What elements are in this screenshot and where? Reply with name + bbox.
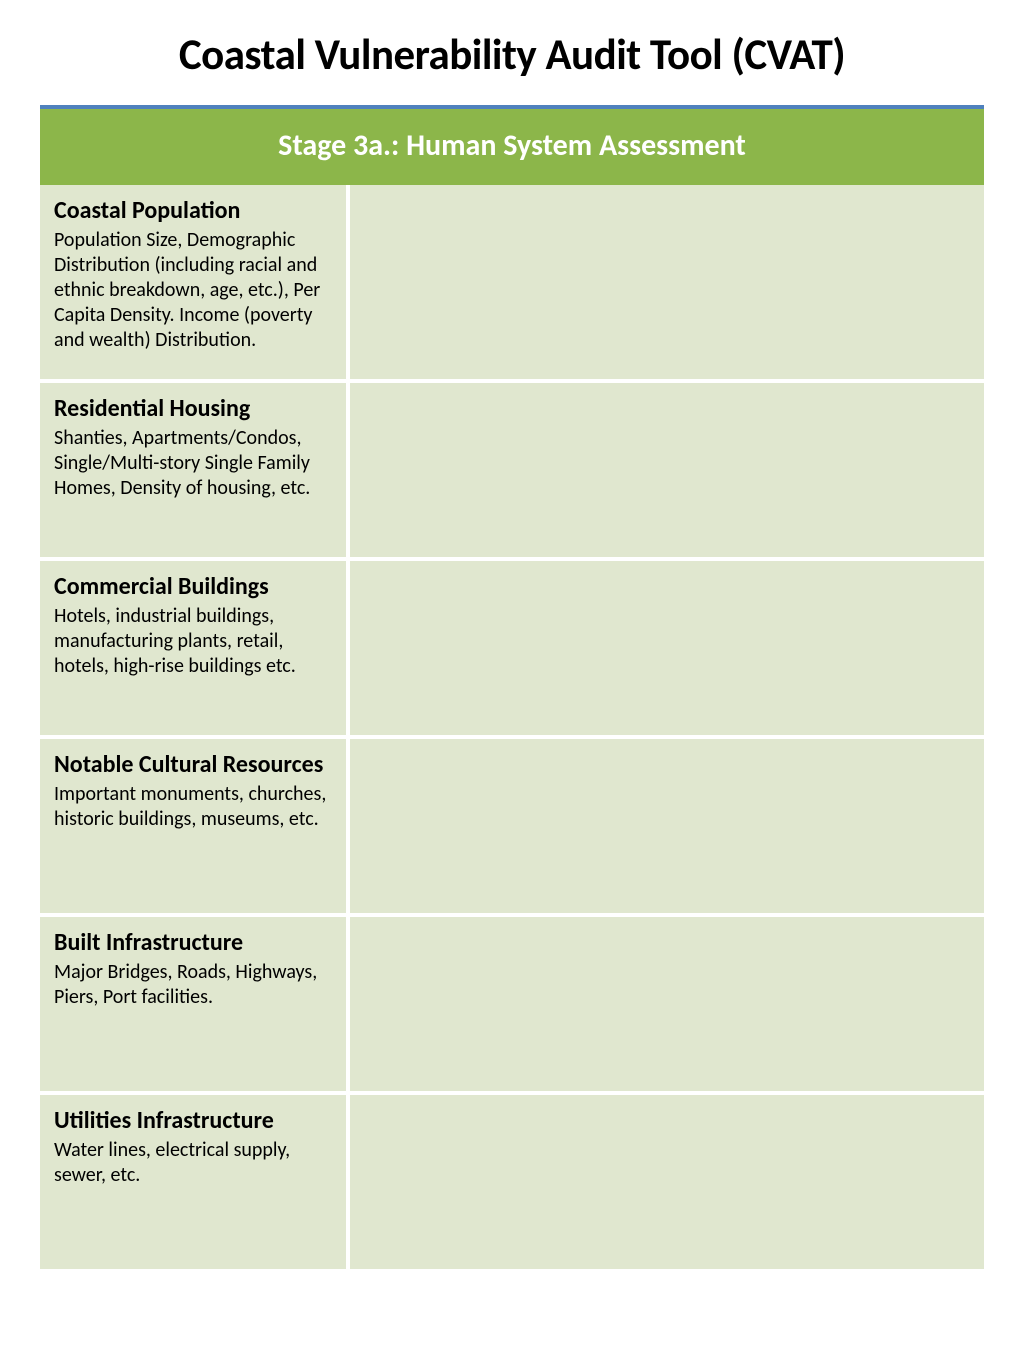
row-description: Major Bridges, Roads, Highways, Piers, P… [54,960,332,1010]
table-header-row: Stage 3a.: Human System Assessment [40,105,984,185]
row-heading: Commercial Buildings [54,573,332,602]
row-notes-cell [350,383,984,561]
table-row: Commercial Buildings Hotels, industrial … [40,561,984,739]
row-label-cell: Utilities Infrastructure Water lines, el… [40,1095,350,1273]
table-row: Coastal Population Population Size, Demo… [40,185,984,383]
row-notes-cell [350,185,984,383]
row-heading: Built Infrastructure [54,929,332,958]
row-label-cell: Notable Cultural Resources Important mon… [40,739,350,917]
stage-header: Stage 3a.: Human System Assessment [50,127,974,165]
table-row: Residential Housing Shanties, Apartments… [40,383,984,561]
assessment-table: Stage 3a.: Human System Assessment Coast… [40,105,984,1273]
row-notes-cell [350,739,984,917]
row-description: Shanties, Apartments/Condos, Single/Mult… [54,426,332,501]
row-label-cell: Built Infrastructure Major Bridges, Road… [40,917,350,1095]
row-description: Water lines, electrical supply, sewer, e… [54,1138,332,1188]
row-label-cell: Residential Housing Shanties, Apartments… [40,383,350,561]
table-header-cell: Stage 3a.: Human System Assessment [40,105,984,185]
row-notes-cell [350,561,984,739]
row-heading: Residential Housing [54,395,332,424]
row-notes-cell [350,1095,984,1273]
row-description: Hotels, industrial buildings, manufactur… [54,604,332,679]
page-container: Coastal Vulnerability Audit Tool (CVAT) … [0,0,1024,1313]
row-label-cell: Coastal Population Population Size, Demo… [40,185,350,383]
row-heading: Notable Cultural Resources [54,751,332,780]
row-notes-cell [350,917,984,1095]
table-row: Utilities Infrastructure Water lines, el… [40,1095,984,1273]
row-label-cell: Commercial Buildings Hotels, industrial … [40,561,350,739]
table-row: Built Infrastructure Major Bridges, Road… [40,917,984,1095]
table-row: Notable Cultural Resources Important mon… [40,739,984,917]
row-heading: Utilities Infrastructure [54,1107,332,1136]
row-description: Population Size, Demographic Distributio… [54,228,332,353]
row-heading: Coastal Population [54,197,332,226]
row-description: Important monuments, churches, historic … [54,782,332,832]
table-header-wrap: Stage 3a.: Human System Assessment [40,117,984,177]
page-title: Coastal Vulnerability Audit Tool (CVAT) [40,28,984,81]
